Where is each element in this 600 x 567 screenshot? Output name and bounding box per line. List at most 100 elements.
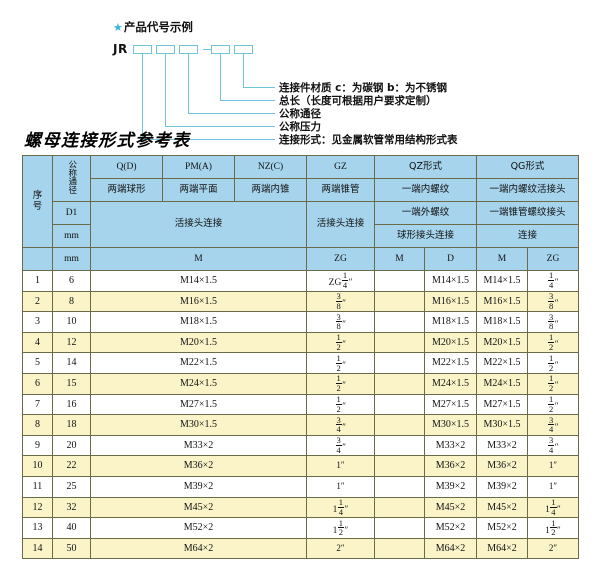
- header-unit-bore: mm: [52, 247, 91, 271]
- table-row: 7 16 M27×1.5 1 2 ″ M27×1.5 M27×1.5 1 2 ″: [22, 393, 579, 416]
- cell-qz-m: [374, 434, 425, 457]
- cell-qg-zg: 1 1 4 ″: [527, 496, 579, 519]
- product-code-title-text: 产品代号示例: [123, 20, 193, 34]
- code-box-3: [179, 45, 198, 54]
- cell-qz-d: M33×2: [424, 434, 477, 457]
- code-note-material: 连接件材质 c：为碳钢 b：为不锈钢: [279, 82, 448, 94]
- cell-thread-m: M52×2: [90, 517, 307, 539]
- cell-qg-zg: 1 2 ″: [527, 331, 579, 354]
- cell-thread-m: M16×1.5: [90, 290, 307, 313]
- code-prefix-label: JR: [113, 42, 128, 56]
- cell-sequence: 11: [22, 475, 53, 498]
- cell-qg-m: M30×1.5: [476, 414, 528, 436]
- header-desc-qg: 一端内螺纹活接头: [476, 178, 579, 202]
- leader-line-2-vertical: [165, 54, 167, 127]
- cell-qg-m: M64×2: [476, 537, 528, 560]
- cell-thread-m: M45×2: [90, 496, 307, 519]
- header-unit-qg-m: M: [476, 247, 528, 271]
- cell-qz-d: M16×1.5: [424, 290, 477, 313]
- cell-qz-m: [374, 475, 425, 498]
- cell-qg-m: M45×2: [476, 496, 528, 519]
- cell-sequence: 13: [22, 517, 53, 539]
- header-unit-qz-m: M: [374, 247, 425, 271]
- header-bore-sub: D1: [52, 201, 91, 225]
- cell-thread-m: M39×2: [90, 475, 307, 498]
- cell-qz-d: M24×1.5: [424, 372, 477, 395]
- cell-gz: 3 8 ″: [306, 290, 375, 313]
- cell-qz-m: [374, 290, 425, 313]
- cell-qz-m: [374, 537, 425, 560]
- cell-bore: 18: [52, 414, 91, 436]
- leader-line-5-vertical: [243, 54, 245, 88]
- header-bore-unit: mm: [52, 224, 91, 248]
- cell-qz-d: M36×2: [424, 455, 477, 477]
- header-group-qg: QG形式: [476, 155, 579, 179]
- cell-sequence: 5: [22, 352, 53, 374]
- cell-qg-zg: 1 4 ″: [527, 270, 579, 292]
- header-desc-qd: 两端球形: [90, 178, 163, 202]
- header-sequence: 序 号: [22, 155, 53, 248]
- cell-qg-zg: 3 4 ″: [527, 414, 579, 436]
- product-code-diagram: ★产品代号示例 JR 连接件材质 c：为碳钢 b：为不锈钢 总长（长度可根据用户…: [0, 0, 600, 146]
- cell-sequence: 10: [22, 455, 53, 477]
- table-row: 12 32 M45×2 1 1 4 ″ M45×2 M45×2 1 1 4 ″: [22, 496, 579, 519]
- cell-gz: 1 1 4 ″: [306, 496, 375, 519]
- table-row: 6 15 M24×1.5 1 2 ″ M24×1.5 M24×1.5 1 2 ″: [22, 372, 579, 395]
- cell-bore: 15: [52, 372, 91, 395]
- header-unit-gz: ZG: [306, 247, 375, 271]
- cell-bore: 8: [52, 290, 91, 313]
- cell-qz-m: [374, 414, 425, 436]
- cell-qz-d: M64×2: [424, 537, 477, 560]
- header-desc-gz: 两端锥管: [306, 178, 375, 202]
- header-row-desc: 两端球形 两端平面 两端内锥 两端锥管 一端内螺纹 一端内螺纹活接头: [23, 178, 579, 202]
- cell-qg-zg: 1 2 ″: [527, 372, 579, 395]
- code-box-4: [211, 45, 230, 54]
- header-desc-pma: 两端平面: [162, 178, 235, 202]
- header-nominal-bore-label: 公称通径: [66, 159, 77, 194]
- cell-sequence: 1: [22, 270, 53, 292]
- header-row-code: 序 号 公称通径 Q(D) PM(A) NZ(C) GZ QZ形式 QG形式: [22, 155, 579, 248]
- cell-bore: 22: [52, 455, 91, 477]
- code-box-5: [234, 45, 253, 54]
- cell-qz-m: [374, 331, 425, 354]
- cell-gz: 1 2 ″: [306, 352, 375, 374]
- cell-bore: 14: [52, 352, 91, 374]
- cell-thread-m: M20×1.5: [90, 331, 307, 354]
- cell-bore: 20: [52, 434, 91, 457]
- code-box-2: [156, 45, 175, 54]
- cell-sequence: 14: [22, 537, 53, 560]
- header-row-union: D1 活接头连接 活接头连接 一端外螺纹 一端锥管螺纹接头: [23, 201, 579, 248]
- cell-qg-m: M20×1.5: [476, 331, 528, 354]
- code-note-connection: 连接形式：见金属软管常用结构形式表: [279, 134, 458, 146]
- product-code-title: ★产品代号示例: [113, 19, 193, 35]
- cell-thread-m: M30×1.5: [90, 414, 307, 436]
- cell-qz-d: M45×2: [424, 496, 477, 519]
- cell-qz-d: M14×1.5: [424, 270, 477, 292]
- cell-qz-d: M20×1.5: [424, 331, 477, 354]
- cell-gz: 1″: [306, 455, 375, 477]
- cell-qz-d: M39×2: [424, 475, 477, 498]
- cell-thread-m: M64×2: [90, 537, 307, 560]
- header-group-gz: GZ: [306, 155, 375, 179]
- cell-qz-m: [374, 270, 425, 292]
- cell-gz: 2″: [306, 537, 375, 560]
- cell-qg-zg: 1 2 ″: [527, 393, 579, 416]
- cell-sequence: 2: [22, 290, 53, 313]
- header-union-qz: 一端外螺纹: [374, 201, 477, 225]
- cell-thread-m: M24×1.5: [90, 372, 307, 395]
- cell-sequence: 4: [22, 331, 53, 354]
- leader-line-1-horizontal: [142, 139, 275, 141]
- cell-qz-m: [374, 352, 425, 374]
- page-title: 螺母连接形式参考表: [24, 131, 191, 151]
- cell-qg-m: M36×2: [476, 455, 528, 477]
- cell-qg-m: M14×1.5: [476, 270, 528, 292]
- table-row: 5 14 M22×1.5 1 2 ″ M22×1.5 M22×1.5 1 2 ″: [22, 352, 579, 374]
- cell-thread-m: M18×1.5: [90, 311, 307, 333]
- header-ball-qz: 球形接头连接: [374, 224, 477, 248]
- cell-qz-m: [374, 517, 425, 539]
- header-group-nzc: NZ(C): [234, 155, 307, 179]
- cell-qz-d: M22×1.5: [424, 352, 477, 374]
- cell-gz: 1″: [306, 475, 375, 498]
- code-box-1: [133, 45, 152, 54]
- cell-gz: 3 4 ″: [306, 434, 375, 457]
